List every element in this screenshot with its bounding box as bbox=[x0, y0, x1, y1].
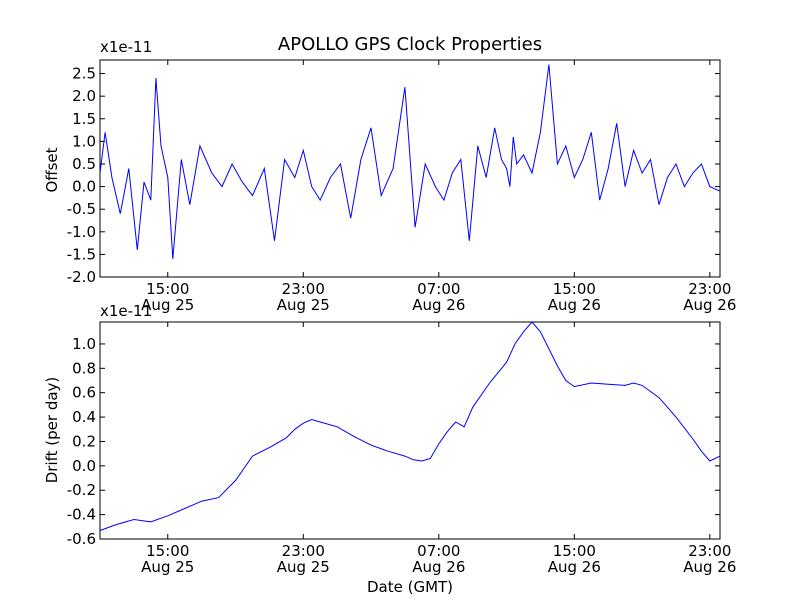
drift-x-tick-time: 23:00 bbox=[688, 542, 731, 560]
drift-y-tick-label: 1.0 bbox=[72, 335, 96, 353]
offset-multiplier-label: x1e-11 bbox=[100, 38, 152, 56]
offset-x-tick-date: Aug 26 bbox=[683, 296, 736, 314]
offset-x-tick-time: 15:00 bbox=[553, 280, 596, 298]
offset-y-tick-label: 2.0 bbox=[72, 87, 96, 105]
offset-y-tick-label: 0.5 bbox=[72, 155, 96, 173]
offset-plot-area bbox=[99, 59, 721, 278]
drift-series-line bbox=[99, 321, 721, 531]
drift-x-axis-label: Date (GMT) bbox=[367, 578, 453, 596]
drift-x-tick-time: 23:00 bbox=[282, 542, 325, 560]
offset-x-tick-date: Aug 25 bbox=[277, 296, 330, 314]
offset-x-tick-time: 23:00 bbox=[688, 280, 731, 298]
offset-y-tick-label: -1.0 bbox=[67, 223, 96, 241]
offset-y-tick-label: -1.5 bbox=[67, 245, 96, 263]
offset-y-tick-label: 1.0 bbox=[72, 132, 96, 150]
chart-title: APOLLO GPS Clock Properties bbox=[278, 34, 542, 55]
drift-y-tick-label: 0.0 bbox=[72, 457, 96, 475]
offset-x-tick-time: 23:00 bbox=[282, 280, 325, 298]
drift-x-tick-date: Aug 26 bbox=[548, 558, 601, 576]
drift-panel: x1e-11 Drift (per day) -0.6 -0.4 -0.2 0.0 0.… bbox=[43, 302, 736, 596]
drift-plot-area bbox=[99, 321, 721, 540]
offset-x-tick-time: 07:00 bbox=[417, 280, 460, 298]
offset-y-tick-label: 0.0 bbox=[72, 178, 96, 196]
offset-x-tick-date: Aug 26 bbox=[548, 296, 601, 314]
offset-y-tick-label: -0.5 bbox=[67, 200, 96, 218]
drift-y-axis-label: Drift (per day) bbox=[43, 377, 61, 484]
drift-multiplier-label: x1e-11 bbox=[100, 302, 152, 320]
drift-x-tick-date: Aug 25 bbox=[277, 558, 330, 576]
offset-x-tick-date: Aug 26 bbox=[412, 296, 465, 314]
drift-x-tick-date: Aug 26 bbox=[683, 558, 736, 576]
offset-y-axis-label: Offset bbox=[43, 147, 61, 192]
drift-y-tick-label: -0.6 bbox=[67, 530, 96, 548]
drift-x-tick-time: 07:00 bbox=[417, 542, 460, 560]
offset-x-tick-time: 15:00 bbox=[146, 280, 189, 298]
drift-x-tick-time: 15:00 bbox=[146, 542, 189, 560]
drift-y-tick-label: 0.6 bbox=[72, 384, 96, 402]
offset-panel: APOLLO GPS Clock Properties x1e-11 Offse… bbox=[43, 34, 736, 314]
offset-series-line bbox=[99, 64, 721, 259]
offset-y-tick-label: 1.5 bbox=[72, 110, 96, 128]
drift-x-tick-date: Aug 26 bbox=[412, 558, 465, 576]
drift-y-tick-label: 0.8 bbox=[72, 359, 96, 377]
drift-x-tick-date: Aug 25 bbox=[141, 558, 194, 576]
drift-x-tick-time: 15:00 bbox=[553, 542, 596, 560]
drift-y-tick-label: -0.4 bbox=[67, 506, 96, 524]
drift-y-tick-label: -0.2 bbox=[67, 481, 96, 499]
drift-y-tick-label: 0.2 bbox=[72, 432, 96, 450]
offset-y-tick-label: 2.5 bbox=[72, 65, 96, 83]
offset-x-tick-date: Aug 25 bbox=[141, 296, 194, 314]
offset-y-tick-label: -2.0 bbox=[67, 268, 96, 286]
drift-y-tick-label: 0.4 bbox=[72, 408, 96, 426]
